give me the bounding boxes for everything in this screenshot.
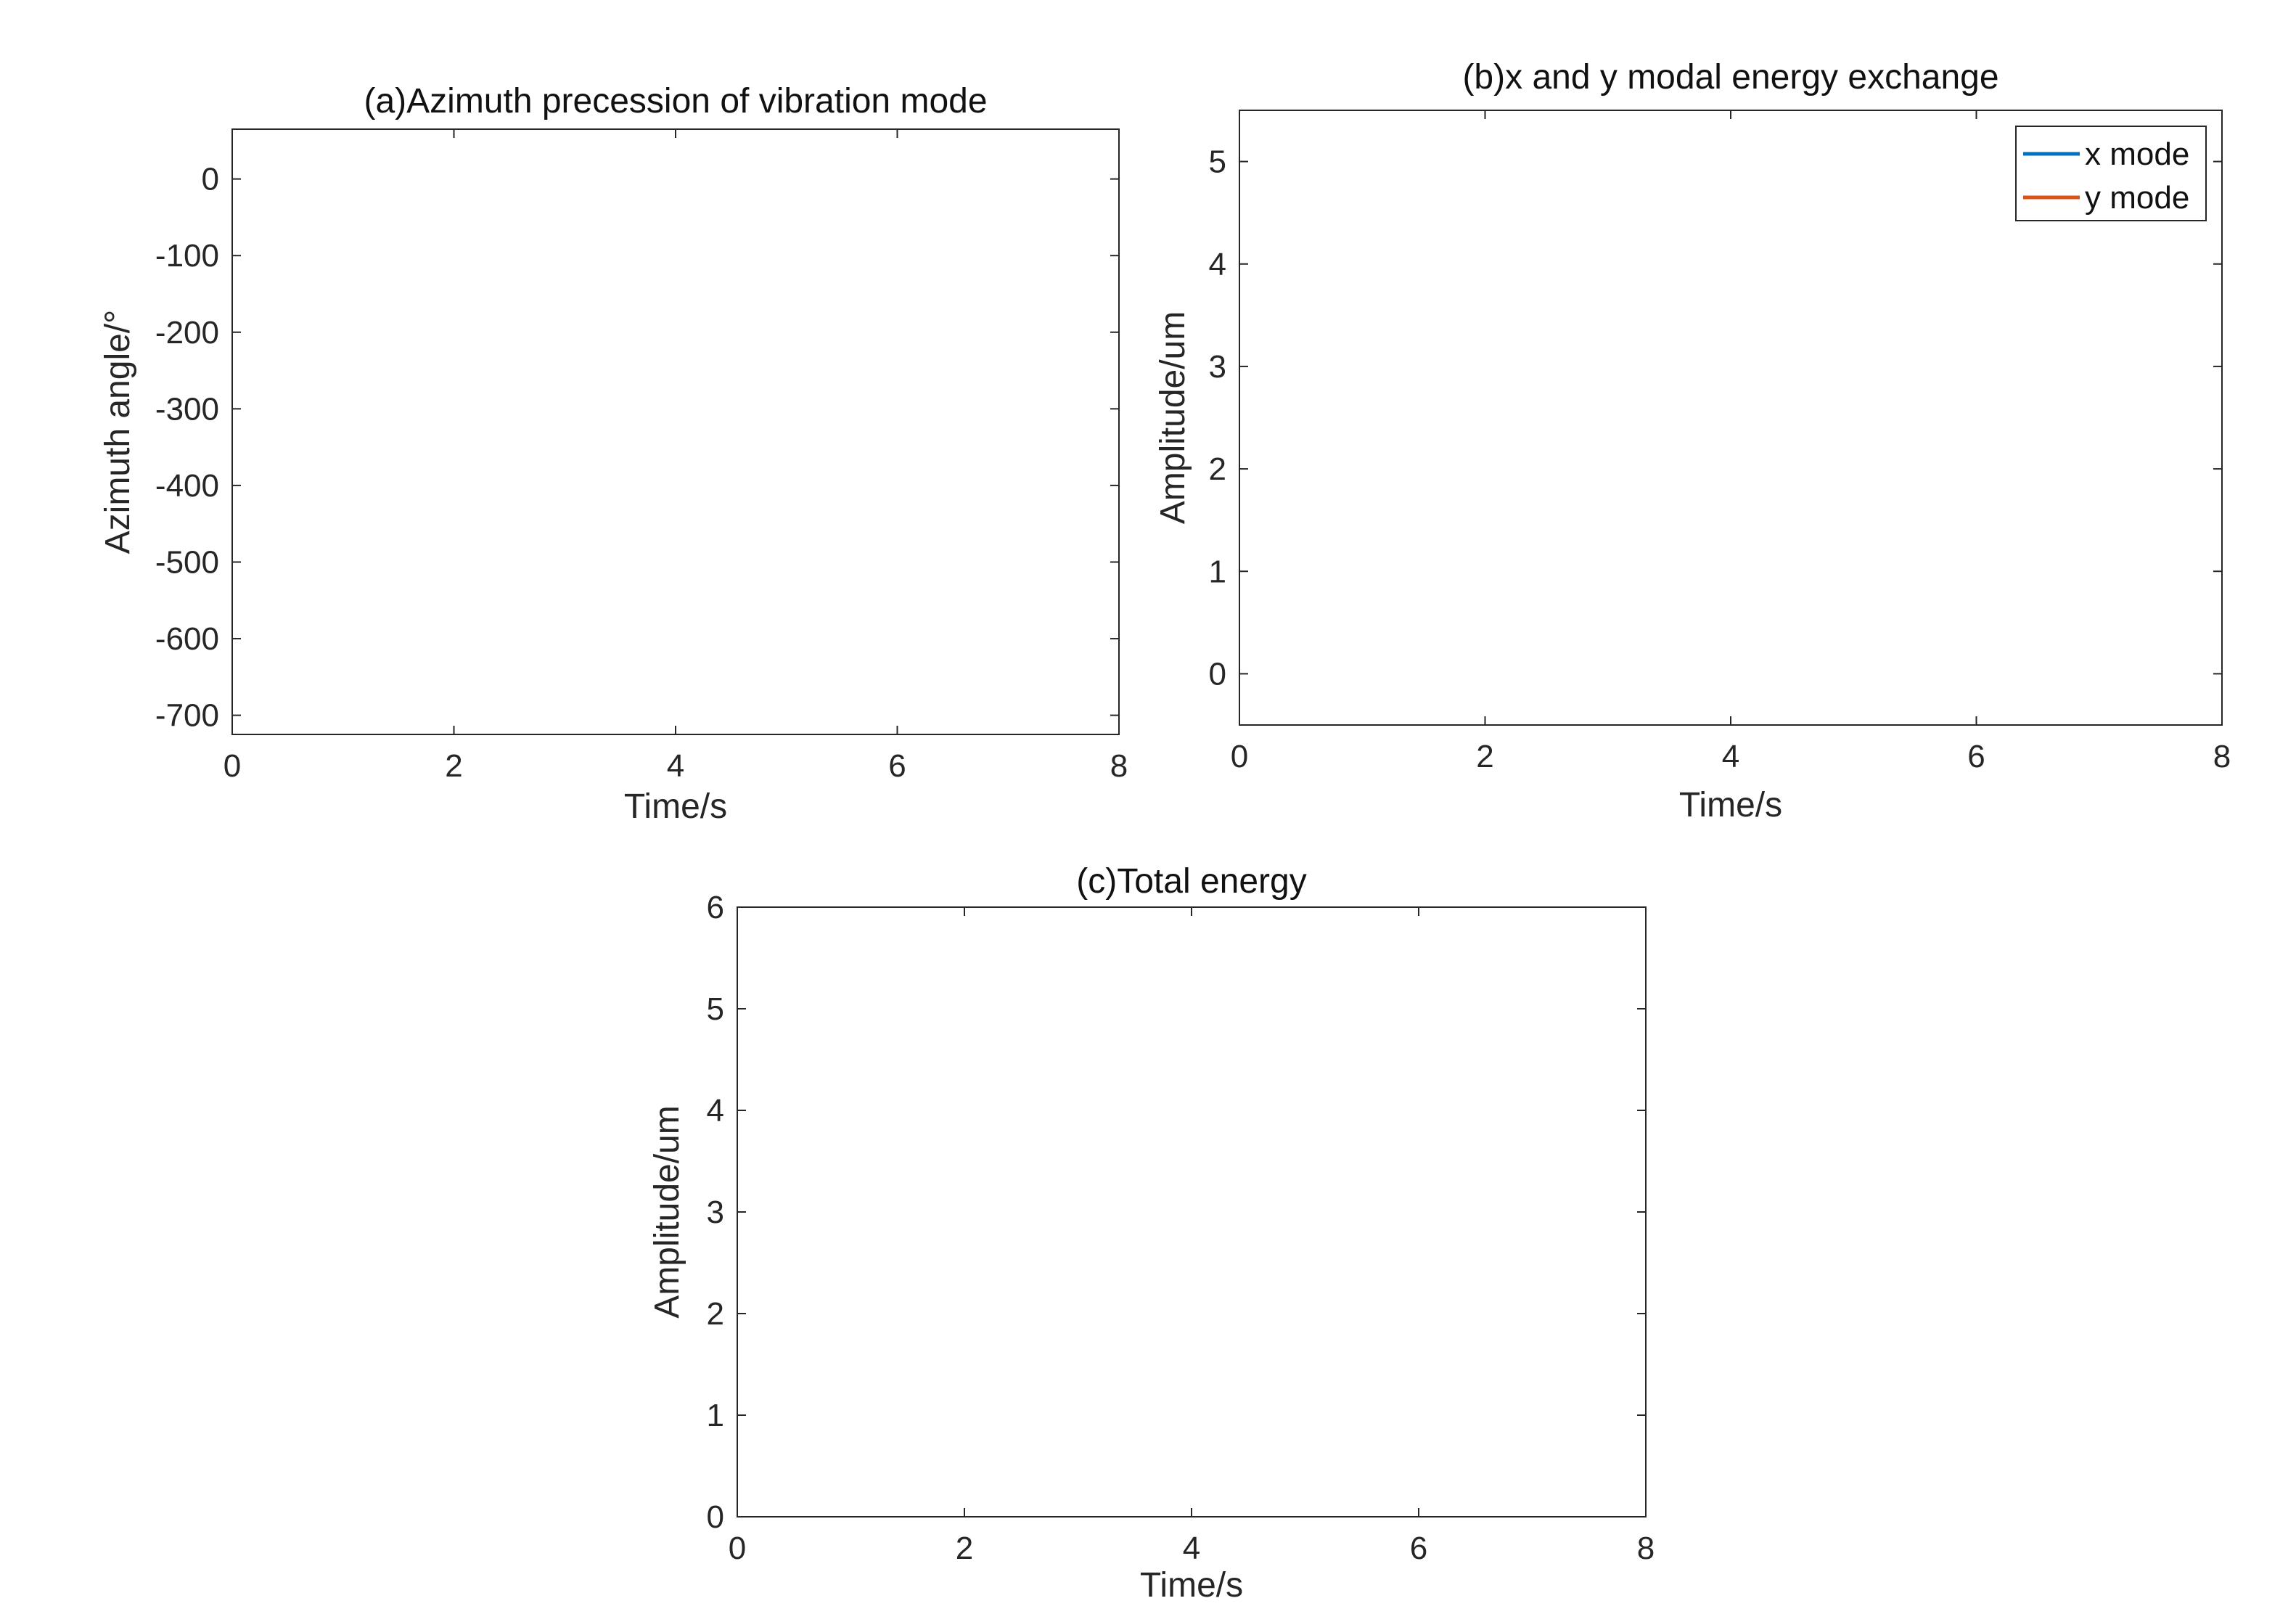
x-tick-label: 2 (956, 1531, 973, 1566)
y-axis-label: Azimuth angle/° (99, 310, 137, 554)
x-axis-label: Time/s (624, 787, 727, 826)
x-tick-label: 4 (1183, 1531, 1200, 1566)
legend-label: x mode (2085, 136, 2189, 172)
plot-azimuth-precession: 0 2 4 6 8 0 -100 -200 -300 -400 -500 -600 -700 (a)Azi… (99, 82, 1128, 826)
plot-total-energy: 0 2 4 6 8 0 1 2 3 4 5 6 (c)Total energy Time/s Amplitu… (648, 862, 1655, 1605)
x-tick-label: 2 (445, 748, 462, 784)
y-tick-label: 5 (707, 991, 724, 1027)
chart-title: (c)Total energy (1076, 862, 1306, 901)
chart-title: (a)Azimuth precession of vibration mode (364, 82, 987, 120)
legend: x mode y mode (2015, 126, 2207, 221)
x-tick-label: 4 (1722, 739, 1739, 774)
y-tick-label: 0 (1209, 656, 1226, 692)
y-tick-label: 4 (707, 1093, 724, 1129)
chart-title: (b)x and y modal energy exchange (1462, 58, 1998, 97)
y-tick-label: 0 (707, 1499, 724, 1535)
x-tick-label: 8 (2213, 739, 2231, 774)
y-tick-label: 4 (1209, 247, 1226, 282)
y-tick-label: -500 (155, 544, 219, 580)
y-tick-label: 2 (707, 1296, 724, 1332)
y-tick-label: 6 (707, 890, 724, 925)
axes-frame (737, 906, 1647, 1517)
x-tick-label: 8 (1110, 748, 1128, 784)
y-axis-label: Amplitude/um (648, 1105, 686, 1318)
x-tick-label: 4 (667, 748, 684, 784)
x-tick-label: 6 (1967, 739, 1985, 774)
y-tick-label: -100 (155, 238, 219, 274)
y-tick-label: 5 (1209, 144, 1226, 180)
y-tick-label: -700 (155, 698, 219, 734)
x-tick-label: 0 (224, 748, 241, 784)
y-tick-label: 3 (1209, 349, 1226, 385)
x-tick-label: 6 (1410, 1531, 1427, 1566)
y-tick-label: -200 (155, 315, 219, 351)
legend-label: y mode (2085, 180, 2189, 216)
x-tick-label: 8 (1637, 1531, 1655, 1566)
plot-modal-energy-exchange: 0 2 4 6 8 0 1 2 3 4 5 (b)x and y modal energy excha… (1154, 58, 2231, 824)
y-axis-label: Amplitude/um (1154, 311, 1192, 524)
x-tick-label: 6 (888, 748, 906, 784)
y-tick-label: -300 (155, 391, 219, 427)
y-tick-label: 1 (1209, 554, 1226, 589)
y-tick-label: 2 (1209, 451, 1226, 487)
y-tick-label: -600 (155, 621, 219, 657)
x-tick-label: 2 (1476, 739, 1493, 774)
legend-box (2015, 126, 2207, 221)
y-tick-label: 3 (707, 1195, 724, 1230)
y-tick-label: 0 (202, 162, 219, 197)
x-tick-label: 0 (1231, 739, 1248, 774)
y-tick-label: -400 (155, 468, 219, 504)
axes-frame (231, 128, 1120, 735)
x-axis-label: Time/s (1679, 786, 1782, 824)
x-axis-label: Time/s (1140, 1566, 1243, 1605)
x-tick-label: 0 (729, 1531, 746, 1566)
y-tick-label: 1 (707, 1398, 724, 1433)
